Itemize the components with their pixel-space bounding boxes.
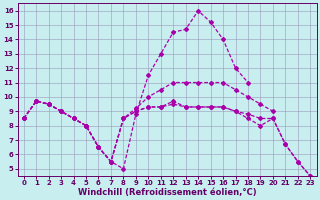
X-axis label: Windchill (Refroidissement éolien,°C): Windchill (Refroidissement éolien,°C) xyxy=(78,188,256,197)
